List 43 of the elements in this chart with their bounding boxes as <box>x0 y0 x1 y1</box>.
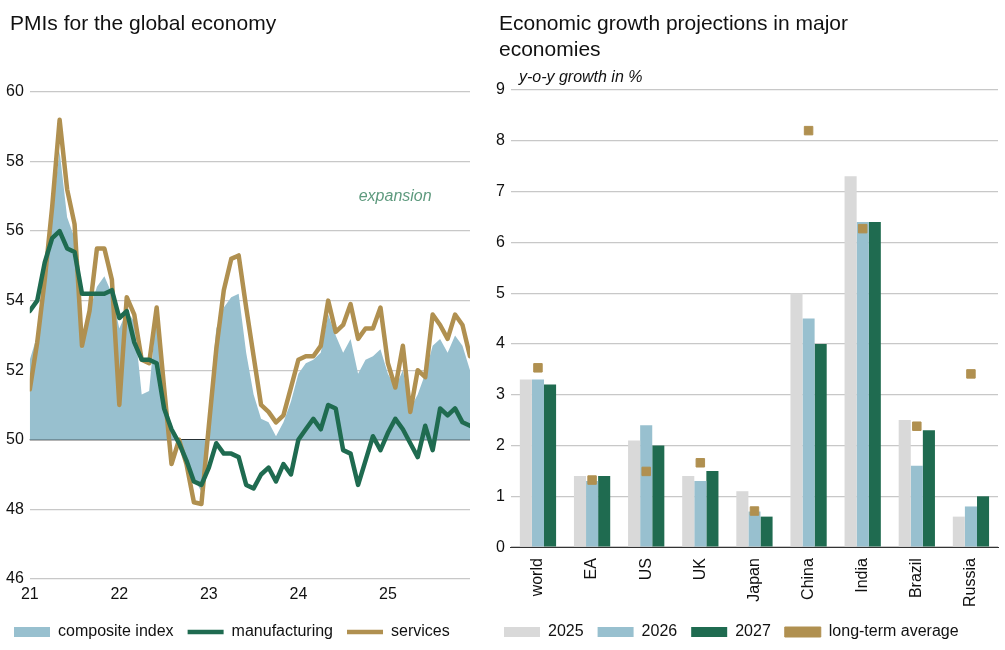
legend-label: 2027 <box>735 622 771 640</box>
x-tick-label: 25 <box>379 584 397 602</box>
x-tick-label: Russia <box>961 557 979 607</box>
x-tick-label: UK <box>690 557 708 581</box>
chart-title: Economic growth projections in major economies <box>499 10 849 62</box>
legend-label: 2026 <box>641 622 678 640</box>
chart-title: PMIs for the global economy <box>10 10 278 36</box>
y-tick-label: 50 <box>6 430 24 448</box>
legend-label: services <box>391 622 450 640</box>
y-tick-label: 1 <box>495 486 505 504</box>
x-tick-label: 23 <box>199 584 218 602</box>
annotation: expansion <box>358 187 432 205</box>
y-tick-label: 58 <box>6 151 24 169</box>
y-tick-label: 9 <box>495 80 505 98</box>
y-tick-label: 6 <box>495 232 505 250</box>
x-tick-label: 22 <box>110 584 129 602</box>
x-tick-label: 24 <box>289 584 308 602</box>
x-tick-label: India <box>853 558 871 593</box>
y-tick-label: 3 <box>495 385 505 403</box>
legend-label: long-term average <box>828 622 959 640</box>
y-tick-label: 2 <box>495 435 505 453</box>
y-tick-label: 5 <box>495 283 505 301</box>
x-tick-label: EA <box>582 557 600 580</box>
y-tick-label: 7 <box>495 181 505 199</box>
x-tick-label: Brazil <box>907 558 925 599</box>
y-tick-label: 56 <box>6 221 24 239</box>
y-tick-label: 4 <box>495 334 505 352</box>
y-tick-label: 0 <box>495 537 505 555</box>
legend-label: composite index <box>58 622 174 640</box>
x-tick-label: 21 <box>20 584 39 602</box>
x-tick-label: US <box>636 558 654 581</box>
y-axis-title: y-o-y growth in % <box>517 68 643 86</box>
y-tick-label: 54 <box>6 291 24 309</box>
y-tick-label: 60 <box>6 82 24 100</box>
legend-label: 2025 <box>548 622 584 640</box>
x-tick-label: China <box>798 558 816 600</box>
y-tick-label: 46 <box>6 569 24 587</box>
x-tick-label: Japan <box>744 558 762 602</box>
y-tick-label: 48 <box>6 499 24 517</box>
x-tick-label: world <box>528 558 546 598</box>
y-tick-label: 52 <box>6 360 24 378</box>
y-tick-label: 8 <box>495 131 505 149</box>
legend-label: manufacturing <box>231 622 334 640</box>
